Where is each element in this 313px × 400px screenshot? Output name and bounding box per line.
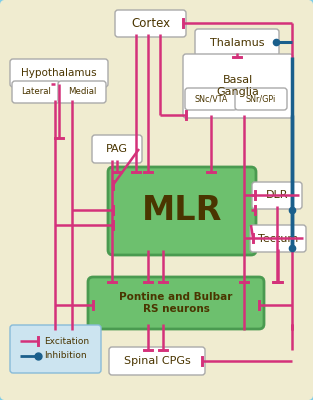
FancyBboxPatch shape: [235, 88, 287, 110]
FancyBboxPatch shape: [109, 347, 205, 375]
Text: MLR: MLR: [142, 194, 222, 228]
Text: SNc/VTA: SNc/VTA: [194, 94, 228, 104]
Text: Lateral: Lateral: [21, 88, 51, 96]
FancyBboxPatch shape: [58, 81, 106, 103]
Text: Cortex: Cortex: [131, 17, 170, 30]
Text: Thalamus: Thalamus: [210, 38, 264, 48]
FancyBboxPatch shape: [185, 88, 237, 110]
FancyBboxPatch shape: [12, 81, 60, 103]
FancyBboxPatch shape: [92, 135, 142, 163]
Text: DLR: DLR: [266, 190, 288, 200]
FancyBboxPatch shape: [10, 59, 108, 87]
Text: Medial: Medial: [68, 88, 96, 96]
FancyBboxPatch shape: [108, 167, 256, 255]
Text: Hypothalamus: Hypothalamus: [21, 68, 97, 78]
Text: Tectum: Tectum: [258, 234, 298, 244]
FancyBboxPatch shape: [183, 54, 293, 118]
Text: Inhibition: Inhibition: [44, 352, 87, 360]
FancyBboxPatch shape: [115, 10, 186, 37]
Text: PAG: PAG: [106, 144, 128, 154]
Text: Pontine and Bulbar
RS neurons: Pontine and Bulbar RS neurons: [119, 292, 233, 314]
FancyBboxPatch shape: [252, 182, 302, 209]
Text: Excitation: Excitation: [44, 336, 89, 346]
Text: Spinal CPGs: Spinal CPGs: [124, 356, 190, 366]
Text: SNr/GPi: SNr/GPi: [246, 94, 276, 104]
FancyBboxPatch shape: [10, 325, 101, 373]
FancyBboxPatch shape: [250, 225, 306, 252]
Text: Basal
Ganglia: Basal Ganglia: [217, 75, 259, 97]
FancyBboxPatch shape: [88, 277, 264, 329]
FancyBboxPatch shape: [195, 29, 279, 56]
